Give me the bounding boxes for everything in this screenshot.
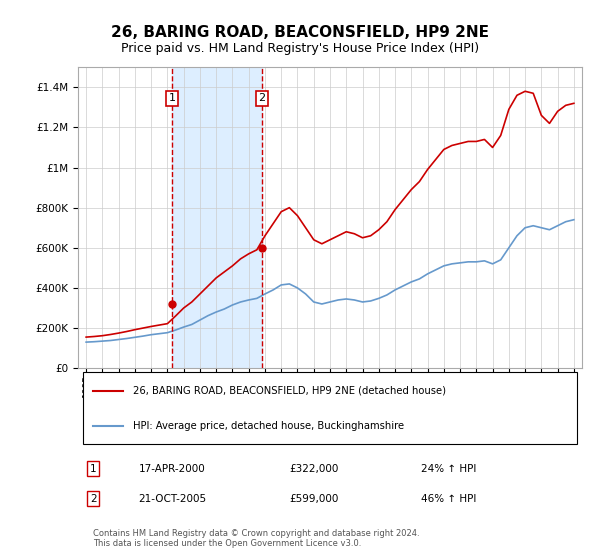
- Text: Contains HM Land Registry data © Crown copyright and database right 2024.
This d: Contains HM Land Registry data © Crown c…: [93, 529, 420, 548]
- Text: 2: 2: [90, 493, 97, 503]
- Text: £599,000: £599,000: [290, 493, 339, 503]
- Text: 24% ↑ HPI: 24% ↑ HPI: [421, 464, 476, 474]
- Text: £322,000: £322,000: [290, 464, 339, 474]
- Text: 46% ↑ HPI: 46% ↑ HPI: [421, 493, 476, 503]
- Text: 2: 2: [258, 94, 265, 103]
- Text: HPI: Average price, detached house, Buckinghamshire: HPI: Average price, detached house, Buck…: [133, 421, 404, 431]
- Bar: [172, 67, 262, 368]
- Text: 26, BARING ROAD, BEACONSFIELD, HP9 2NE (detached house): 26, BARING ROAD, BEACONSFIELD, HP9 2NE (…: [133, 386, 446, 396]
- Text: 21-OCT-2005: 21-OCT-2005: [139, 493, 206, 503]
- Text: Price paid vs. HM Land Registry's House Price Index (HPI): Price paid vs. HM Land Registry's House …: [121, 42, 479, 55]
- Text: 17-APR-2000: 17-APR-2000: [139, 464, 205, 474]
- Text: 1: 1: [90, 464, 97, 474]
- FancyBboxPatch shape: [83, 372, 577, 445]
- Text: 26, BARING ROAD, BEACONSFIELD, HP9 2NE: 26, BARING ROAD, BEACONSFIELD, HP9 2NE: [111, 25, 489, 40]
- Text: 1: 1: [169, 94, 176, 103]
